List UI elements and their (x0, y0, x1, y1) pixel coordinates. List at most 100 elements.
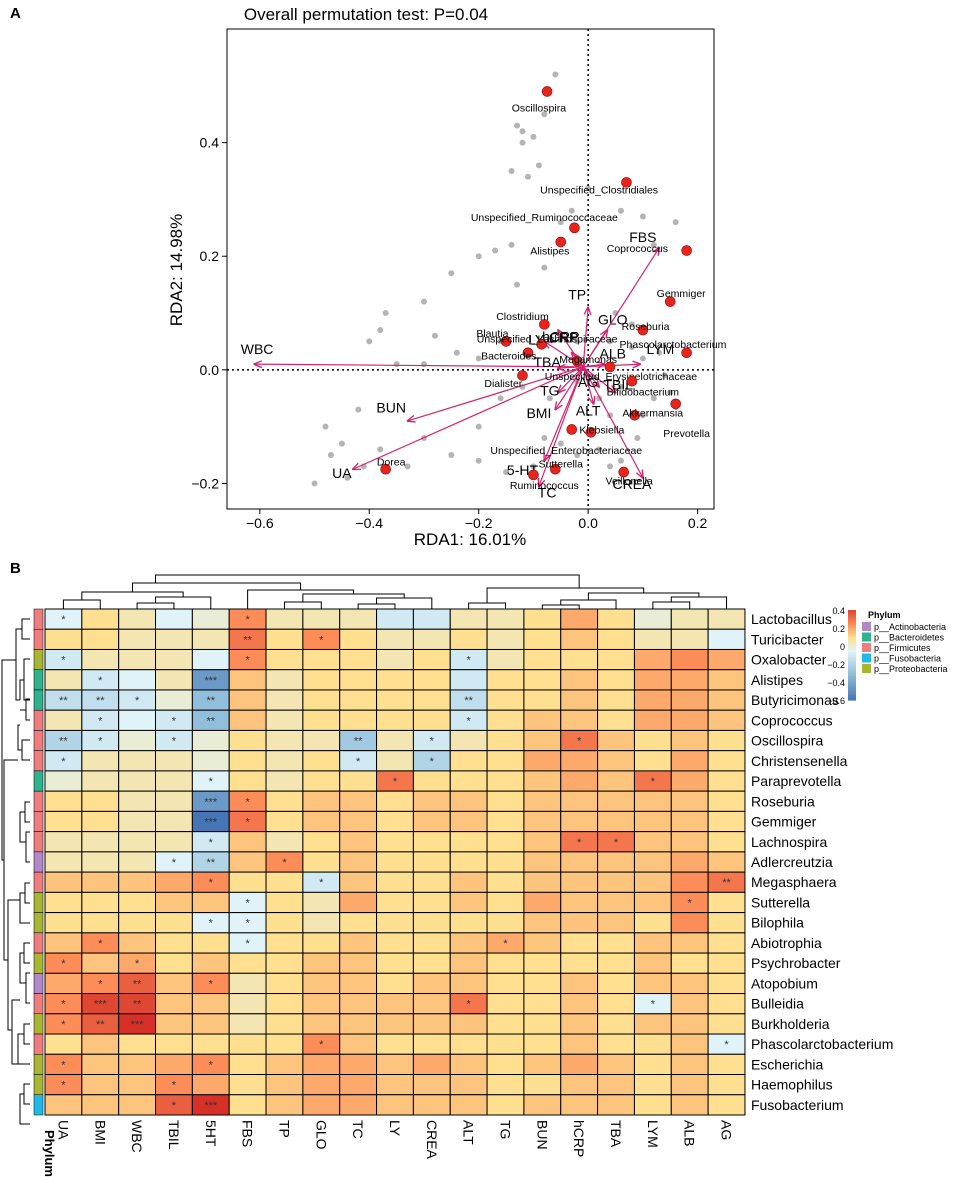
colorbar-step (848, 694, 856, 697)
heatmap-cell (265, 1053, 304, 1076)
y-tick-label: −0.2 (191, 475, 219, 491)
heatmap-cell (486, 810, 525, 833)
heatmap-cell (339, 851, 378, 873)
heatmap-cell (228, 729, 267, 752)
significance-mark: ** (96, 695, 105, 707)
significance-mark: ** (206, 695, 215, 707)
significance-mark: * (172, 857, 177, 869)
arrow-label: TBA (533, 354, 561, 370)
heatmap-cell (486, 628, 525, 650)
background-point (453, 349, 460, 356)
row-labels: Lactobacillus Turicibacter Oxalobacter Alis… (751, 611, 893, 1113)
taxon-point (539, 319, 550, 330)
taxon-label: Unspecified_Erysipelotrichaceae (545, 371, 697, 383)
significance-mark: *** (204, 675, 218, 687)
arrow-tp (582, 307, 588, 367)
heatmap-cell (670, 729, 709, 752)
taxon-label: Sutterella (539, 459, 584, 471)
heatmap-cell (523, 871, 562, 893)
background-point (639, 355, 646, 362)
background-point (546, 395, 553, 402)
heatmap-cell (486, 871, 525, 893)
heatmap-cell (339, 952, 378, 974)
row-label: Megasphaera (751, 874, 837, 890)
heatmap-cell (597, 851, 635, 873)
heatmap-cell (412, 709, 451, 731)
background-point (541, 434, 548, 441)
taxon-point (621, 177, 632, 188)
heatmap-cell (523, 790, 562, 812)
heatmap-cell (339, 669, 378, 691)
heatmap-cell (449, 1033, 488, 1055)
background-point (568, 207, 575, 214)
heatmap-cell (707, 608, 746, 630)
colorbar-step (848, 628, 856, 631)
arrow-label: CREA (612, 476, 652, 492)
significance-mark: * (245, 614, 250, 626)
heatmap-cell (449, 1013, 488, 1035)
significance-mark: * (61, 1019, 66, 1031)
heatmap-cell (339, 871, 378, 893)
colorbar-step (848, 629, 856, 632)
colorbar-tick-label: 0 (840, 642, 845, 652)
column-label: FBS (240, 1120, 256, 1147)
heatmap-cell (597, 1094, 635, 1116)
taxon-point (681, 347, 692, 359)
arrow-label: AG (578, 374, 598, 390)
heatmap-cell (44, 871, 83, 893)
row-label: Butyricimonas (751, 692, 839, 708)
colorbar-step (848, 680, 856, 683)
colorbar-step (848, 667, 856, 670)
colorbar-step (848, 611, 856, 614)
arrow-label: BMI (526, 405, 551, 421)
colorbar-tick-label: 0.4 (832, 606, 845, 616)
colorbar-step (848, 640, 856, 643)
heatmap-cell (118, 729, 157, 752)
colorbar-step (848, 625, 856, 628)
significance-mark: * (319, 634, 324, 646)
heatmap-cell (118, 628, 157, 650)
significance-mark: * (356, 756, 361, 768)
heatmap-cell (633, 669, 672, 691)
phylum-bar (33, 1054, 44, 1075)
phylum-bar (33, 1074, 44, 1096)
heatmap-cell (228, 871, 267, 893)
significance-mark: * (209, 837, 214, 849)
significance-mark: * (651, 776, 656, 788)
heatmap-cell (339, 810, 378, 833)
taxon-label: Blautia (476, 328, 508, 340)
row-label: Sutterella (751, 894, 810, 910)
column-dendrogram (62, 574, 728, 609)
background-point (377, 446, 384, 453)
background-point (431, 332, 438, 339)
heatmap-cell (707, 831, 746, 853)
background-point (475, 355, 482, 362)
phylum-bar (33, 973, 44, 994)
heatmap-cell (228, 750, 267, 772)
phylum-bar (33, 669, 44, 691)
significance-mark: * (98, 978, 103, 990)
heatmap-cell (560, 972, 599, 995)
heatmap-cell (339, 709, 378, 731)
heatmap-cell (155, 790, 193, 812)
significance-mark: * (467, 999, 472, 1011)
arrow-label: LYM (647, 341, 675, 357)
taxon-label: Dorea (377, 456, 406, 468)
y-tick-label: 0.0 (200, 362, 220, 378)
heatmap-cell (486, 770, 525, 792)
background-point (557, 440, 564, 447)
x-axis-label: RDA1: 16.01% (414, 530, 526, 549)
heatmap-cell (597, 972, 635, 995)
heatmap-cell (118, 912, 157, 934)
heatmap-cell (597, 1053, 635, 1076)
taxon-point (550, 463, 561, 475)
column-label: TC (350, 1120, 366, 1139)
arrow-label: TC (538, 485, 557, 501)
colorbar-step (848, 643, 856, 646)
heatmap-cell (707, 750, 746, 772)
heatmap-cell (155, 993, 193, 1015)
colorbar-step (848, 668, 856, 671)
colorbar-step (848, 665, 856, 668)
heatmap-cell (81, 1074, 120, 1096)
heatmap-cell (523, 709, 562, 731)
